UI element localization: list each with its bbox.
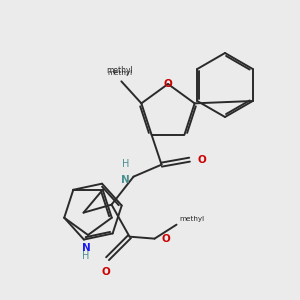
Text: N: N [121, 175, 130, 185]
Text: O: O [161, 234, 170, 244]
Text: methyl: methyl [108, 70, 133, 76]
Text: methyl: methyl [106, 66, 133, 75]
Text: O: O [101, 267, 110, 277]
Text: O: O [164, 79, 172, 89]
Text: H: H [82, 251, 90, 261]
Text: methyl: methyl [179, 216, 205, 222]
Text: N: N [82, 243, 90, 253]
Text: H: H [122, 159, 129, 169]
Text: O: O [197, 155, 206, 165]
